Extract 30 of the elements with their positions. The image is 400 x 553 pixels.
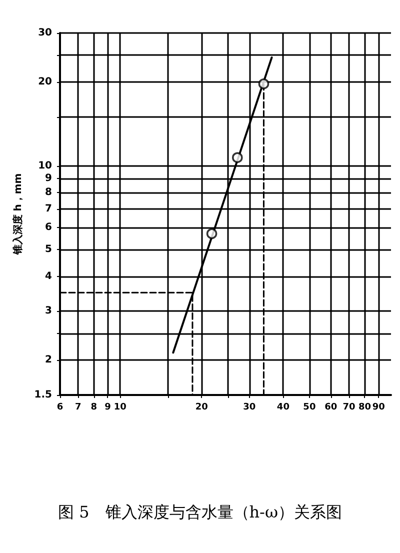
y-tick-label: 1.5 [34,390,52,400]
y-tick-label: 8 [45,187,52,198]
x-tick-label: 6 [56,402,64,412]
x-tick-label: 20 [195,402,208,412]
x-tick-label: 40 [276,402,290,412]
y-tick-label: 20 [38,76,52,88]
y-tick-label: 7 [45,203,52,214]
y-tick-label: 4 [45,270,52,282]
y-axis-title: 锥入深度 h，mm [12,173,24,256]
x-tick-label: 8 [90,402,97,412]
point [232,152,243,163]
x-tick-label: 80 [358,402,372,412]
x-tick-label: 50 [303,402,316,412]
y-tick-label: 30 [38,28,52,38]
y-tick-label: 5 [45,244,52,256]
y-tick-label: 3 [45,306,52,317]
point [206,228,218,240]
y-tick-label: 10 [38,160,52,172]
x-tick-label: 90 [372,402,385,412]
text: 图 5 锥入深度与含水量（h-ω）关系图 [58,502,342,522]
x-tick-label: 9 [104,402,111,412]
y-tick-label: 6 [45,222,52,233]
y-tick-label: 9 [45,172,52,184]
x-tick-label: 70 [342,402,356,412]
point [258,78,270,90]
x-tick-label: 7 [75,402,82,412]
y-tick-label: 2 [45,354,52,366]
x-tick-label: 10 [114,402,126,412]
x-tick-label: 60 [324,402,338,412]
x-tick-label: 30 [243,402,256,412]
